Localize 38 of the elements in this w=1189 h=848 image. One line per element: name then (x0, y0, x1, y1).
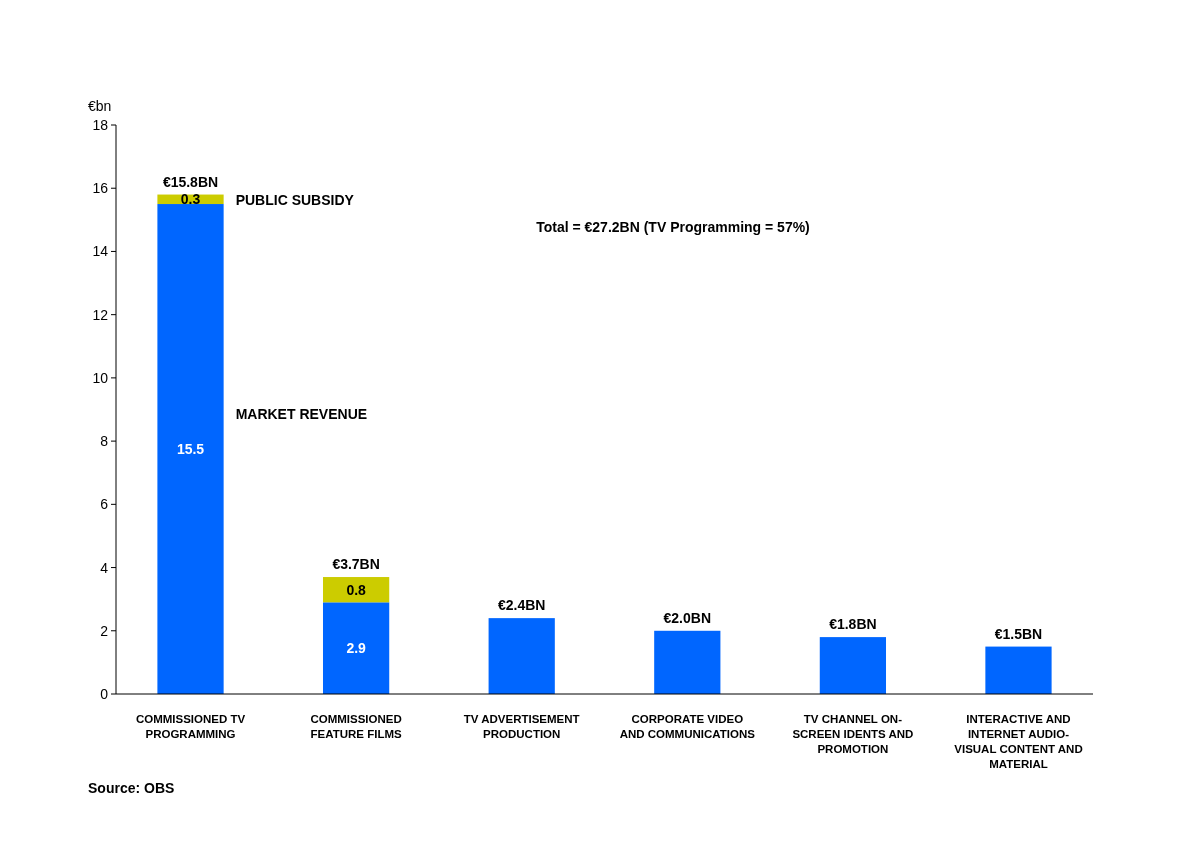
total-label: €2.4BN (497, 597, 546, 614)
annotation: Total = €27.2BN (TV Programming = 57%) (536, 219, 810, 235)
total-label: €15.8BN (162, 173, 219, 190)
x-tick-label: CORPORATE VIDEO AND COMMUNICATIONS (619, 713, 756, 740)
total-label: €1.8BN (829, 616, 877, 633)
y-tick-label: 12 (92, 306, 109, 323)
y-tick-label: 0 (100, 686, 109, 702)
y-tick-label: 6 (100, 496, 109, 513)
y-axis-title: €bn (88, 98, 112, 114)
series-label: MARKET REVENUE (235, 406, 368, 423)
bar (819, 637, 887, 694)
x-tick-label: TV ADVERTISEMENT PRODUCTION (463, 713, 580, 740)
bar (322, 577, 390, 603)
y-tick-label: 8 (100, 433, 109, 450)
source-note: Source: OBS (88, 780, 175, 796)
bar (157, 204, 224, 694)
bar (488, 618, 555, 694)
bar (322, 602, 390, 694)
x-tick-label: INTERACTIVE AND INTERNET AUDIO-VISUAL CONTENT AND MATERIAL (954, 713, 1083, 770)
total-label: €1.5BN (994, 625, 1043, 642)
y-tick-label: 14 (92, 243, 109, 260)
bar (654, 630, 721, 694)
y-tick-label: 2 (100, 622, 109, 639)
data-label: 0.3 (180, 191, 201, 208)
data-label: 15.5 (176, 441, 205, 458)
total-label: €3.7BN (332, 556, 380, 573)
y-tick-label: 4 (100, 559, 109, 576)
x-tick-label: COMMISSIONED TV PROGRAMMING (135, 713, 246, 740)
y-tick-label: 10 (92, 369, 109, 386)
total-label: €2.0BN (663, 609, 712, 626)
data-label: 0.8 (346, 581, 367, 598)
y-tick-label: 18 (92, 117, 109, 133)
series-label: PUBLIC SUBSIDY (235, 191, 355, 208)
x-tick-label: COMMISSIONED FEATURE FILMS (310, 713, 402, 740)
y-tick-label: 16 (92, 180, 109, 197)
bar (985, 646, 1052, 694)
data-label: 2.9 (346, 640, 367, 657)
x-tick-label: TV CHANNEL ON-SCREEN IDENTS AND PROMOTION (792, 713, 914, 755)
